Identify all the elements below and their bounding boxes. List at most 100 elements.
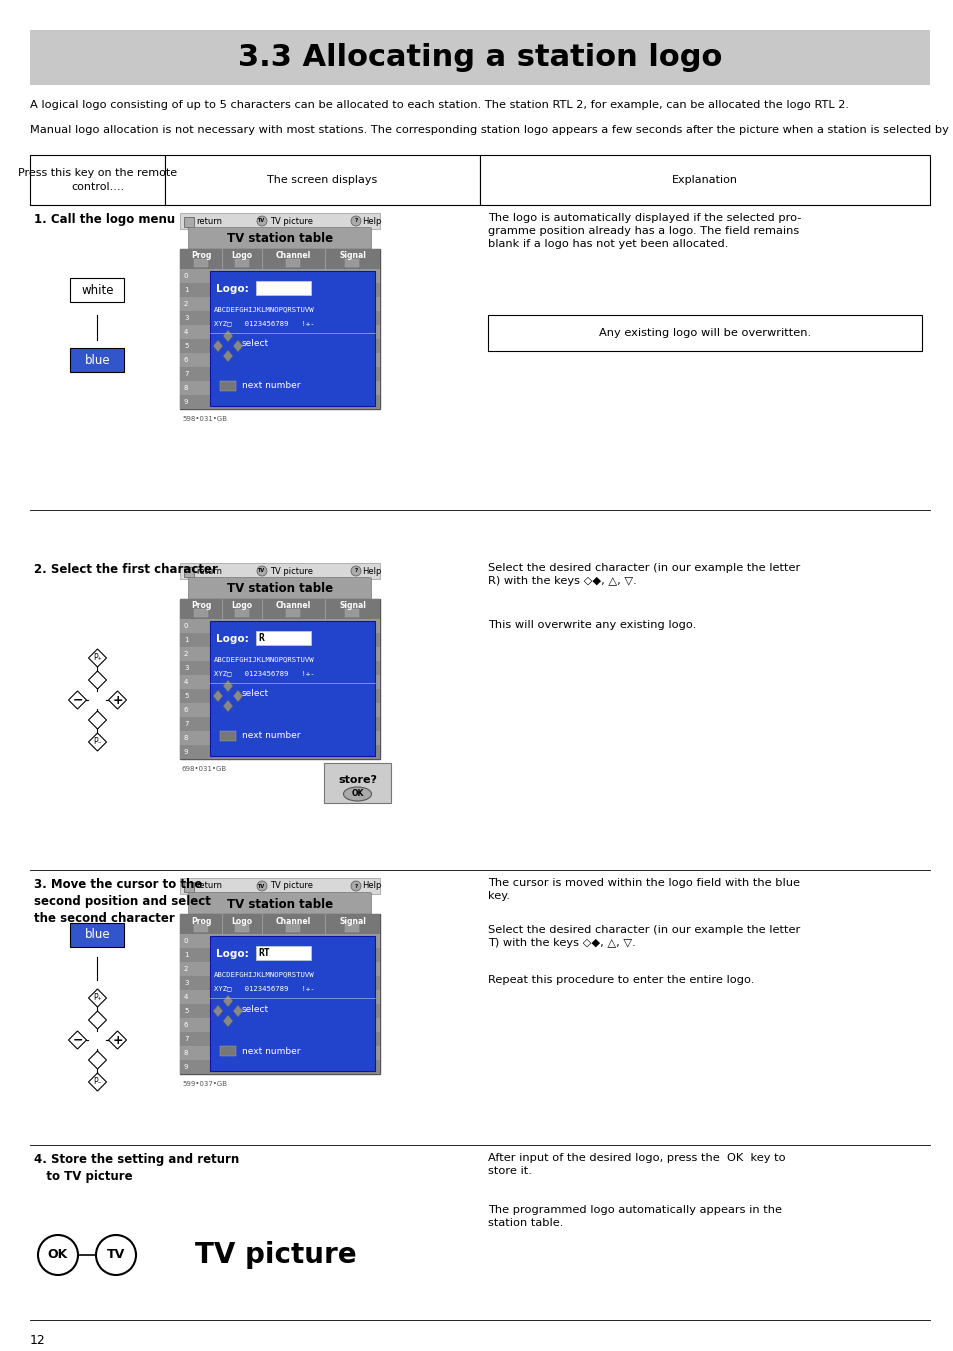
Bar: [180, 948, 379, 962]
Polygon shape: [69, 1031, 87, 1048]
Text: Channel: Channel: [275, 916, 311, 925]
Text: 1: 1: [184, 638, 189, 643]
Text: P₊: P₊: [93, 654, 102, 662]
Text: return: return: [195, 881, 222, 890]
Text: OK: OK: [351, 789, 363, 798]
Text: TV picture: TV picture: [270, 881, 313, 890]
Text: 1. Call the logo menu: 1. Call the logo menu: [34, 213, 175, 226]
Circle shape: [96, 1235, 136, 1275]
Text: 2. Select the first character: 2. Select the first character: [34, 563, 217, 576]
Circle shape: [351, 216, 360, 226]
Text: +: +: [112, 693, 123, 707]
Bar: [165, 155, 479, 205]
Polygon shape: [213, 1005, 223, 1017]
Bar: [184, 567, 193, 577]
Text: ?: ?: [354, 569, 357, 574]
Text: 0: 0: [184, 938, 189, 944]
FancyBboxPatch shape: [324, 763, 391, 802]
Text: The logo is automatically displayed if the selected pro-
gramme position already: The logo is automatically displayed if t…: [488, 213, 801, 250]
Polygon shape: [109, 690, 127, 709]
Text: ABCDEFGHIJKLMNOPQRSTUVW: ABCDEFGHIJKLMNOPQRSTUVW: [213, 305, 314, 312]
Bar: [286, 924, 300, 932]
Bar: [234, 609, 249, 617]
Text: Logo: Logo: [232, 601, 253, 611]
Bar: [193, 259, 208, 267]
Text: +: +: [112, 1034, 123, 1047]
Bar: [180, 1019, 379, 1032]
Bar: [180, 689, 379, 703]
Text: white: white: [81, 284, 113, 296]
Text: select: select: [242, 339, 269, 349]
FancyBboxPatch shape: [189, 893, 371, 916]
Text: 1: 1: [184, 286, 189, 293]
Polygon shape: [223, 994, 233, 1006]
Text: 4. Store the setting and return
   to TV picture: 4. Store the setting and return to TV pi…: [34, 1152, 239, 1183]
Polygon shape: [89, 648, 107, 667]
Bar: [345, 924, 359, 932]
Circle shape: [256, 216, 267, 226]
Text: Logo: Logo: [232, 251, 253, 261]
Circle shape: [38, 1235, 78, 1275]
Text: The screen displays: The screen displays: [267, 176, 377, 185]
Text: Select the desired character (in our example the letter
R) with the keys ◇◆, △, : Select the desired character (in our exa…: [488, 563, 800, 586]
Text: Press this key on the remote
control....: Press this key on the remote control....: [18, 169, 177, 192]
Text: Signal: Signal: [338, 251, 366, 261]
Bar: [180, 703, 379, 717]
Text: return: return: [195, 566, 222, 576]
Text: ABCDEFGHIJKLMNOPQRSTUVW: ABCDEFGHIJKLMNOPQRSTUVW: [213, 971, 314, 977]
Bar: [180, 367, 379, 381]
Bar: [180, 326, 379, 339]
Bar: [180, 962, 379, 975]
Text: 8: 8: [184, 385, 189, 390]
Text: TV station table: TV station table: [227, 582, 333, 596]
Text: 2: 2: [184, 301, 188, 307]
Bar: [180, 1046, 379, 1061]
Polygon shape: [233, 1005, 243, 1017]
Polygon shape: [223, 700, 233, 712]
Text: TV: TV: [107, 1248, 125, 1262]
Bar: [193, 609, 208, 617]
Text: 5: 5: [184, 343, 188, 349]
Bar: [180, 563, 379, 580]
Text: TV: TV: [258, 884, 265, 889]
Bar: [255, 631, 311, 644]
Text: XYZ□   0123456789   !+-: XYZ□ 0123456789 !+-: [213, 985, 314, 992]
FancyBboxPatch shape: [71, 349, 125, 372]
Circle shape: [256, 566, 267, 576]
Text: Prog: Prog: [191, 251, 211, 261]
Text: 8: 8: [184, 1050, 189, 1056]
Text: TV picture: TV picture: [194, 1242, 356, 1269]
Text: The programmed logo automatically appears in the
station table.: The programmed logo automatically appear…: [488, 1205, 781, 1228]
Text: Any existing logo will be overwritten.: Any existing logo will be overwritten.: [598, 328, 810, 338]
Polygon shape: [89, 1051, 107, 1069]
Polygon shape: [233, 340, 243, 353]
Polygon shape: [89, 711, 107, 730]
Polygon shape: [233, 690, 243, 703]
Bar: [180, 1004, 379, 1019]
Text: −: −: [72, 693, 83, 707]
Text: next number: next number: [242, 381, 300, 390]
Text: TV: TV: [258, 219, 265, 223]
Circle shape: [351, 881, 360, 892]
Bar: [180, 598, 379, 619]
Text: XYZ□   0123456789   !+-: XYZ□ 0123456789 !+-: [213, 320, 314, 326]
Polygon shape: [69, 690, 87, 709]
Ellipse shape: [343, 788, 371, 801]
Text: Help: Help: [361, 216, 381, 226]
Text: 4: 4: [184, 680, 188, 685]
Text: 3: 3: [184, 665, 189, 671]
FancyBboxPatch shape: [71, 278, 125, 303]
Bar: [180, 297, 379, 311]
Text: Logo:: Logo:: [215, 634, 249, 644]
Bar: [180, 381, 379, 394]
Text: The cursor is moved within the logo field with the blue
key.: The cursor is moved within the logo fiel…: [488, 878, 800, 901]
Text: return: return: [195, 216, 222, 226]
Bar: [180, 915, 379, 934]
Text: 599•037•GB: 599•037•GB: [182, 1081, 227, 1088]
Text: 2: 2: [184, 966, 188, 971]
Text: 5: 5: [184, 693, 188, 698]
Bar: [180, 676, 379, 689]
Bar: [180, 744, 379, 759]
Text: select: select: [242, 1005, 269, 1013]
Bar: [479, 155, 929, 205]
